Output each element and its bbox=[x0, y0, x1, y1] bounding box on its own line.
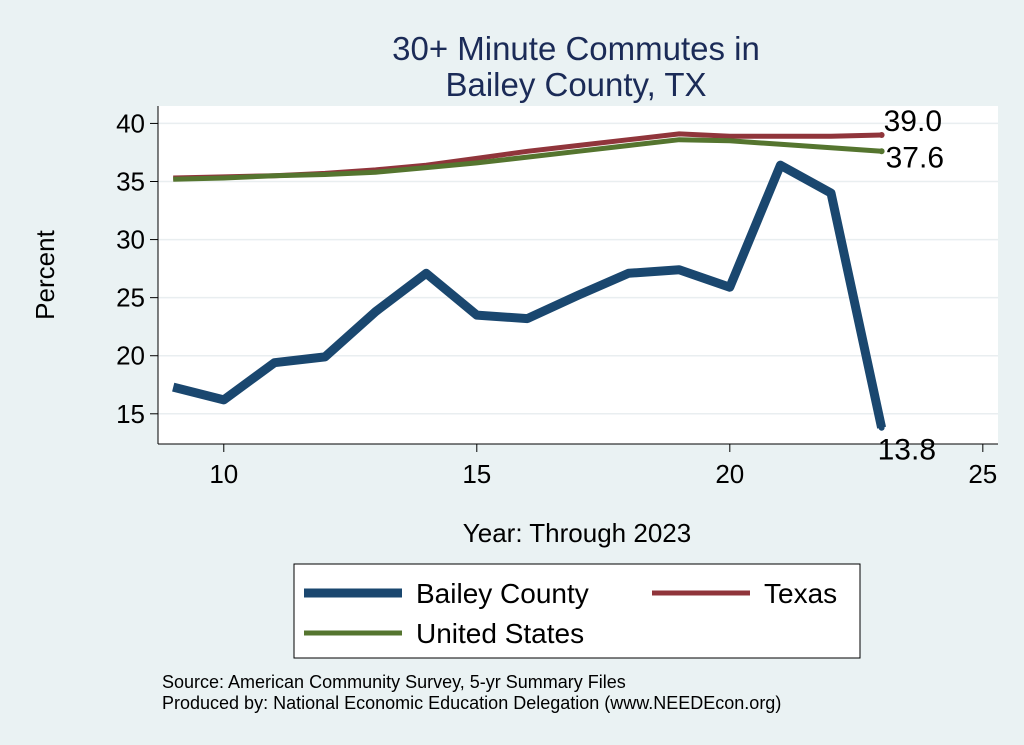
legend-label-bailey-county: Bailey County bbox=[416, 578, 589, 609]
legend-label-texas: Texas bbox=[764, 578, 837, 609]
source-note: Source: American Community Survey, 5-yr … bbox=[162, 672, 626, 692]
y-tick-label-20: 20 bbox=[116, 341, 145, 371]
legend-label-united-states: United States bbox=[416, 618, 584, 649]
end-label-bailey-county: 13.8 bbox=[878, 434, 936, 467]
y-axis-label: Percent bbox=[30, 229, 60, 319]
chart-title-line-2: Bailey County, TX bbox=[445, 66, 706, 103]
x-axis-label: Year: Through 2023 bbox=[463, 518, 691, 548]
end-marker-bailey-county bbox=[878, 424, 885, 431]
series-lines bbox=[172, 131, 886, 429]
y-axis: 15 20 25 30 35 40 bbox=[116, 106, 159, 444]
legend-box bbox=[293, 563, 861, 659]
end-label-united-states: 37.6 bbox=[886, 141, 944, 174]
x-tick-label-25: 25 bbox=[968, 459, 997, 489]
x-tick-label-20: 20 bbox=[715, 459, 744, 489]
producer-note: Produced by: National Economic Education… bbox=[162, 693, 781, 713]
y-tick-label-35: 35 bbox=[116, 166, 145, 196]
y-tick-label-30: 30 bbox=[116, 225, 145, 255]
x-tick-label-15: 15 bbox=[462, 459, 491, 489]
end-marker-united-states bbox=[878, 148, 885, 155]
y-tick-label-25: 25 bbox=[116, 283, 145, 313]
plot-area bbox=[158, 106, 998, 444]
y-tick-label-15: 15 bbox=[116, 399, 145, 429]
x-tick-label-10: 10 bbox=[209, 459, 238, 489]
x-axis: 10 15 20 25 bbox=[158, 443, 998, 489]
y-tick-label-40: 40 bbox=[116, 108, 145, 138]
end-marker-texas bbox=[878, 132, 885, 139]
end-label-texas: 39.0 bbox=[884, 105, 942, 138]
legend: Bailey County Texas United States bbox=[293, 563, 861, 659]
chart-title-line-1: 30+ Minute Commutes in bbox=[392, 30, 760, 67]
end-labels: 39.037.6 13.8 bbox=[878, 105, 944, 467]
